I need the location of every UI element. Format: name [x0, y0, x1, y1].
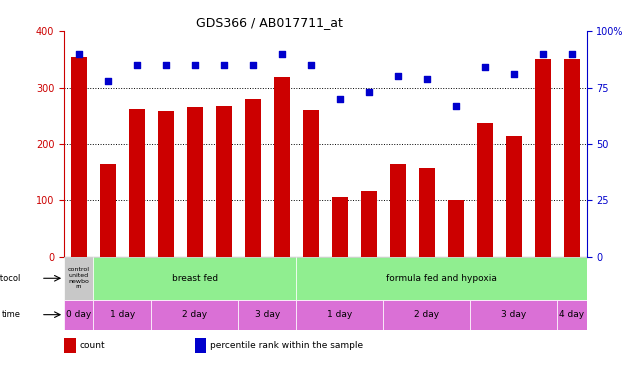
- Text: 1 day: 1 day: [110, 310, 135, 319]
- Bar: [558, 300, 587, 330]
- Bar: [64, 300, 93, 330]
- Bar: [419, 168, 435, 257]
- Text: 3 day: 3 day: [254, 310, 280, 319]
- Bar: [383, 300, 470, 330]
- Point: [219, 62, 229, 68]
- Bar: [129, 109, 145, 257]
- Text: protocol: protocol: [0, 274, 21, 283]
- Bar: [361, 191, 377, 257]
- Bar: [274, 77, 290, 257]
- Point: [393, 73, 403, 79]
- Point: [74, 51, 84, 57]
- Point: [509, 71, 519, 77]
- Point: [480, 64, 490, 70]
- Text: count: count: [79, 341, 105, 350]
- Bar: [390, 164, 406, 257]
- Point: [131, 62, 142, 68]
- Bar: [93, 257, 296, 300]
- Bar: [99, 164, 115, 257]
- Bar: [448, 201, 464, 257]
- Text: 3 day: 3 day: [501, 310, 527, 319]
- Bar: [71, 56, 87, 257]
- Bar: [216, 106, 231, 257]
- Bar: [158, 111, 174, 257]
- Text: 2 day: 2 day: [182, 310, 207, 319]
- Bar: [470, 300, 558, 330]
- Bar: [296, 300, 383, 330]
- Bar: [238, 300, 296, 330]
- Point: [247, 62, 258, 68]
- Bar: [303, 110, 319, 257]
- Bar: [535, 59, 551, 257]
- Text: formula fed and hypoxia: formula fed and hypoxia: [386, 274, 497, 283]
- Point: [190, 62, 200, 68]
- Point: [335, 96, 345, 102]
- Bar: [195, 338, 206, 352]
- Bar: [564, 59, 580, 257]
- Point: [277, 51, 287, 57]
- Point: [451, 103, 461, 109]
- Point: [160, 62, 171, 68]
- Bar: [151, 300, 238, 330]
- Bar: [506, 135, 522, 257]
- Text: percentile rank within the sample: percentile rank within the sample: [210, 341, 363, 350]
- Point: [422, 76, 432, 82]
- Point: [103, 78, 113, 84]
- Point: [306, 62, 316, 68]
- Bar: [64, 338, 76, 352]
- Text: 0 day: 0 day: [66, 310, 91, 319]
- Point: [363, 89, 374, 95]
- Bar: [187, 107, 203, 257]
- Bar: [332, 197, 348, 257]
- Bar: [477, 123, 493, 257]
- Bar: [245, 99, 261, 257]
- Bar: [93, 300, 151, 330]
- Bar: [296, 257, 587, 300]
- Point: [538, 51, 548, 57]
- Text: time: time: [1, 310, 21, 319]
- Text: 4 day: 4 day: [560, 310, 585, 319]
- Text: control
united
newbo
rn: control united newbo rn: [67, 267, 90, 290]
- Text: GDS366 / AB017711_at: GDS366 / AB017711_at: [196, 16, 343, 30]
- Text: 1 day: 1 day: [327, 310, 353, 319]
- Point: [567, 51, 577, 57]
- Bar: [64, 257, 93, 300]
- Text: 2 day: 2 day: [414, 310, 440, 319]
- Text: breast fed: breast fed: [172, 274, 218, 283]
